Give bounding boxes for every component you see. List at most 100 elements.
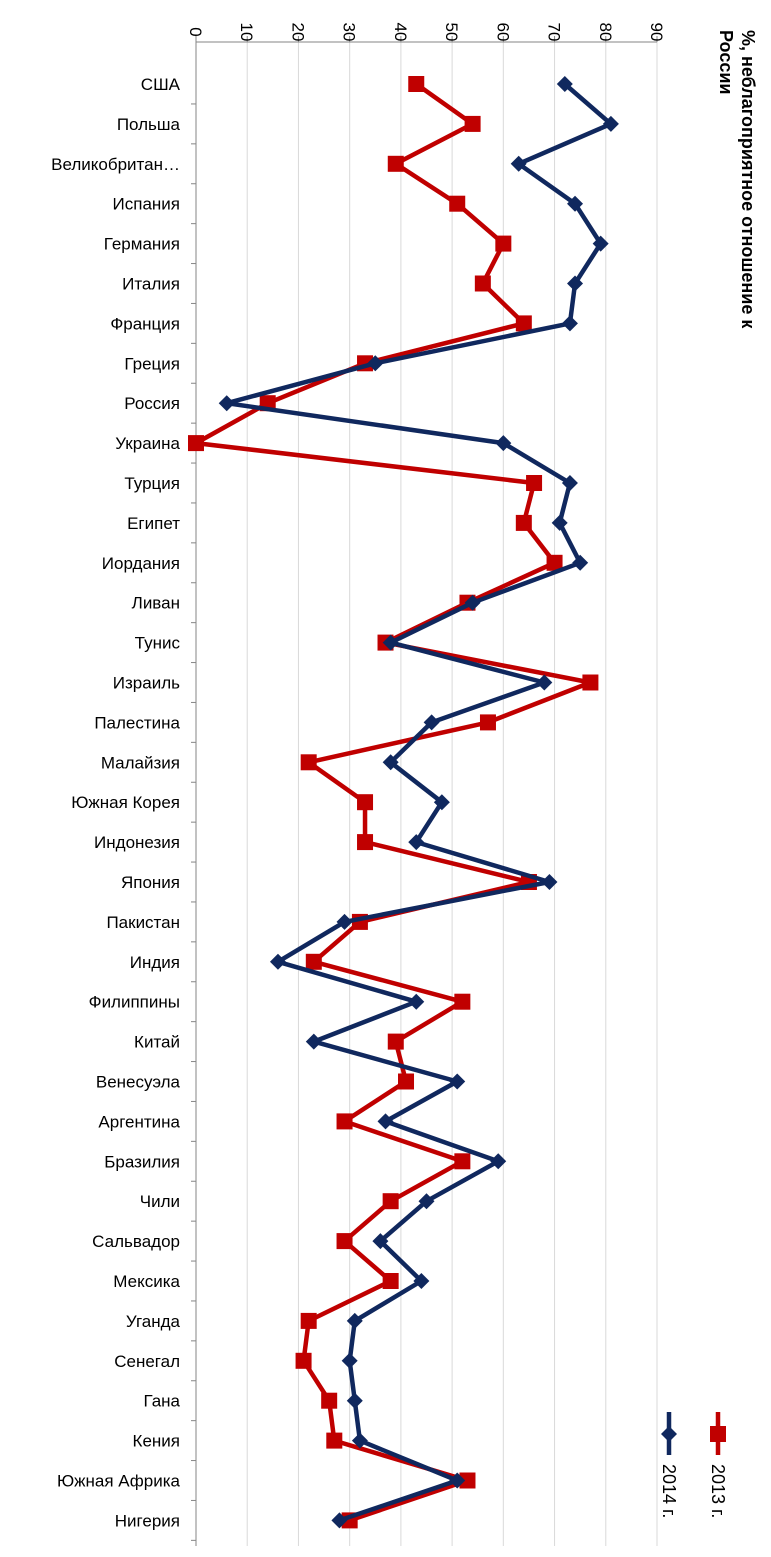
category-label: Украина (115, 434, 180, 453)
data-point (561, 315, 578, 332)
data-point (490, 1153, 507, 1170)
data-point (561, 475, 578, 491)
data-point (336, 1233, 353, 1250)
category-label: Индия (130, 953, 180, 972)
category-label: Тунис (135, 634, 181, 653)
category-label: Египет (127, 514, 180, 533)
data-point (382, 1273, 399, 1289)
data-point (418, 1193, 435, 1210)
data-point (387, 155, 404, 172)
data-point (382, 1193, 399, 1210)
data-point (218, 395, 235, 412)
data-point (408, 76, 425, 92)
series-1 (188, 76, 599, 1529)
category-label: Сенегал (114, 1352, 180, 1371)
chart-title-line-2: России (716, 30, 736, 94)
category-label: Великобритан… (51, 155, 180, 174)
data-point (351, 1432, 368, 1449)
data-point (454, 993, 471, 1010)
data-point (382, 754, 399, 771)
category-label: Уганда (126, 1312, 181, 1331)
value-tick-label: 80 (596, 23, 615, 42)
category-label: Польша (117, 115, 181, 134)
value-tick-label: 40 (391, 23, 410, 42)
data-point (382, 634, 399, 651)
data-point (377, 1113, 394, 1130)
data-point (300, 754, 317, 771)
data-point (321, 1392, 338, 1409)
data-point (479, 714, 496, 731)
data-point (346, 1392, 363, 1409)
category-label: Иордания (102, 554, 180, 573)
category-label: Южная Африка (57, 1472, 181, 1491)
data-point (449, 1472, 466, 1489)
category-label: Германия (104, 235, 180, 254)
data-point (188, 435, 204, 452)
data-point (269, 953, 286, 970)
value-tick-label: 60 (493, 23, 512, 42)
series-line (224, 82, 614, 1523)
data-point (464, 115, 481, 132)
category-label: Ливан (132, 594, 180, 613)
data-point (387, 1033, 404, 1050)
category-label: Палестина (94, 713, 180, 732)
value-tick-labels: 0 10 20 30 40 50 60 70 80 90 (186, 23, 666, 42)
legend-entry-2: 2014 г. (659, 1412, 679, 1518)
data-point (515, 315, 532, 332)
data-point (556, 76, 573, 92)
category-label: Япония (121, 873, 180, 892)
data-point (372, 1233, 389, 1250)
data-point (459, 1472, 476, 1489)
category-label: Венесуэла (96, 1073, 181, 1092)
data-point (408, 834, 425, 851)
value-tick-label: 20 (288, 23, 307, 42)
series-line (193, 82, 593, 1523)
data-point (567, 275, 584, 292)
data-point (464, 594, 481, 611)
data-point (536, 674, 553, 691)
category-label: Пакистан (106, 913, 180, 932)
data-point (336, 913, 353, 930)
data-point (398, 1073, 415, 1090)
data-point (526, 475, 543, 491)
category-label: Нигерия (115, 1511, 180, 1530)
category-label: Франция (110, 314, 180, 333)
category-label: Испания (113, 195, 180, 214)
chart-title-line-1: %, неблагоприятное отношение к (738, 30, 758, 329)
value-tick-label: 10 (237, 23, 256, 42)
category-label: Чили (140, 1192, 180, 1211)
data-point (551, 514, 568, 531)
grid-lines (246, 42, 658, 1546)
data-point (515, 514, 532, 531)
data-point (449, 195, 466, 212)
series (188, 76, 619, 1529)
category-label: Малайзия (101, 753, 180, 772)
category-label: Гана (143, 1392, 180, 1411)
category-label: Индонезия (94, 833, 180, 852)
axes (191, 36, 658, 1546)
data-point (408, 993, 425, 1010)
data-point (541, 874, 558, 890)
data-point (336, 1113, 353, 1130)
category-label: Аргентина (98, 1112, 180, 1131)
data-point (295, 1352, 312, 1369)
data-point (474, 275, 491, 292)
data-point (413, 1273, 430, 1289)
data-point (449, 1073, 466, 1090)
data-point (423, 714, 440, 731)
category-label: США (141, 75, 181, 94)
data-point (572, 554, 589, 571)
category-label: Бразилия (104, 1152, 180, 1171)
data-point (326, 1432, 343, 1449)
data-point (602, 115, 619, 132)
category-label: Филиппины (89, 993, 180, 1012)
chart-title: %, неблагоприятное отношение к России (716, 30, 758, 329)
data-point (433, 794, 450, 811)
data-point (567, 195, 584, 212)
value-tick-label: 50 (442, 23, 461, 42)
data-point (592, 235, 609, 252)
legend-label: 2013 г. (708, 1464, 728, 1518)
data-point (710, 1426, 726, 1442)
data-point (495, 235, 512, 252)
